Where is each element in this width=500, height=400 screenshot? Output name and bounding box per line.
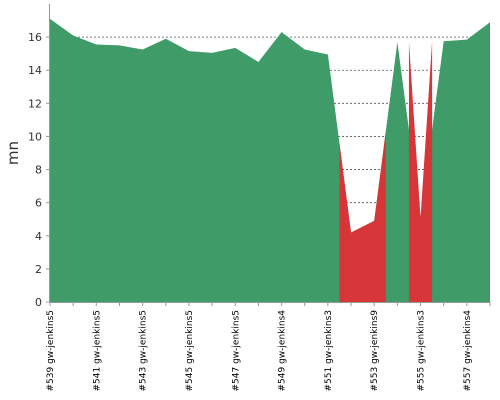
y-axis-label: mn (4, 141, 22, 165)
x-tick-label: #545 gw-jenkins5 (185, 310, 195, 391)
x-tick-label: #543 gw-jenkins5 (139, 310, 149, 391)
y-tick-label: 12 (28, 97, 42, 110)
y-tick-label: 4 (35, 230, 42, 243)
x-tick-label: #547 gw-jenkins5 (231, 310, 241, 391)
x-axis-ticks: #539 gw-jenkins5 #541 gw-jenkins5 #543 gw-… (46, 302, 491, 392)
y-tick-label: 14 (28, 64, 42, 77)
y-tick-label: 6 (35, 197, 42, 210)
x-tick-label: #539 gw-jenkins5 (46, 310, 56, 391)
area-series (50, 18, 490, 303)
x-tick-label: #551 gw-jenkins3 (324, 310, 334, 391)
y-axis-ticks: 0 2 4 6 8 10 12 14 16 (28, 31, 50, 309)
x-tick-label: #555 gw-jenkins3 (417, 310, 427, 391)
y-tick-label: 2 (35, 263, 42, 276)
y-tick-label: 8 (35, 164, 42, 177)
y-tick-label: 0 (35, 296, 42, 309)
x-tick-label: #553 gw-jenkins9 (370, 310, 380, 392)
y-tick-label: 10 (28, 130, 42, 143)
axes (49, 4, 490, 303)
area-failure (339, 131, 386, 302)
x-tick-label: #541 gw-jenkins5 (92, 310, 102, 391)
x-tick-label: #549 gw-jenkins4 (278, 310, 288, 392)
x-tick-label: #557 gw-jenkins4 (463, 310, 473, 392)
y-tick-label: 16 (28, 31, 42, 44)
area-failure (408, 41, 433, 302)
